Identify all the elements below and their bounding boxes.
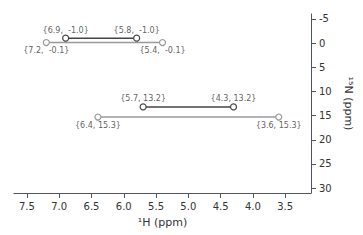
- svg-text:{6.4, 15.3}: {6.4, 15.3}: [75, 121, 121, 130]
- svg-text:0: 0: [319, 38, 325, 49]
- svg-text:5.5: 5.5: [148, 201, 164, 212]
- svg-text:{7.2, -0.1}: {7.2, -0.1}: [23, 46, 69, 55]
- svg-text:6.5: 6.5: [84, 201, 100, 212]
- svg-text:10: 10: [319, 86, 332, 97]
- svg-text:15: 15: [319, 110, 332, 121]
- svg-text:¹H (ppm): ¹H (ppm): [138, 216, 187, 229]
- svg-text:20: 20: [319, 134, 332, 145]
- svg-text:{6.9, -1.0}: {6.9, -1.0}: [43, 26, 89, 35]
- svg-text:¹⁵N (ppm): ¹⁵N (ppm): [342, 77, 355, 131]
- svg-text:{5.4, -0.1}: {5.4, -0.1}: [139, 46, 185, 55]
- svg-text:3.5: 3.5: [277, 201, 293, 212]
- svg-text:{5.7, 13.2}: {5.7, 13.2}: [120, 94, 166, 103]
- svg-text:7.5: 7.5: [19, 201, 35, 212]
- svg-text:25: 25: [319, 158, 332, 169]
- svg-text:7.0: 7.0: [51, 201, 67, 212]
- svg-text:{3.6, 15.3}: {3.6, 15.3}: [256, 121, 302, 130]
- svg-text:-5: -5: [319, 13, 329, 24]
- svg-text:6.0: 6.0: [116, 201, 132, 212]
- svg-text:{5.8, -1.0}: {5.8, -1.0}: [114, 26, 160, 35]
- svg-text:5.0: 5.0: [180, 201, 196, 212]
- svg-text:4.5: 4.5: [213, 201, 229, 212]
- svg-text:{4.3, 13.2}: {4.3, 13.2}: [211, 94, 257, 103]
- svg-text:4.0: 4.0: [245, 201, 261, 212]
- svg-text:5: 5: [319, 62, 325, 73]
- svg-text:30: 30: [319, 183, 332, 194]
